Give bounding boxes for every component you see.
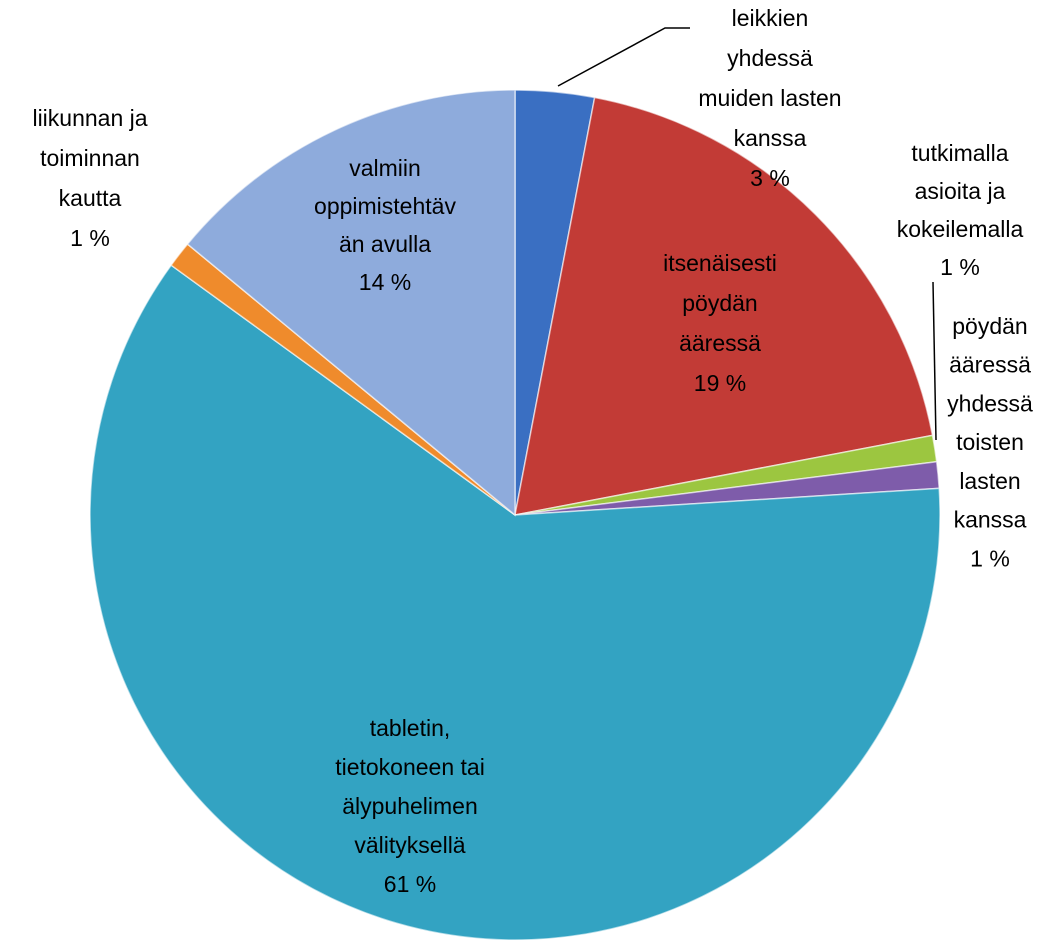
labels: leikkien yhdessä muiden lasten kanssa 3 % its… <box>32 5 1033 897</box>
value-label: 19 % <box>694 370 746 396</box>
pie-slice <box>186 89 516 517</box>
leader-line <box>932 281 937 441</box>
value-label: 61 % <box>384 871 436 897</box>
pie <box>89 89 941 940</box>
category-label: valmiin oppimistehtäv än avulla <box>314 155 456 257</box>
value-label: 3 % <box>750 165 790 191</box>
value-label: 1 % <box>70 225 110 251</box>
value-label: 1 % <box>940 254 980 280</box>
pie-slice <box>89 264 941 940</box>
category-label: liikunnan ja toiminnan kautta <box>32 105 147 211</box>
category-label: tabletin, tietokoneen tai älypuhelimen väli… <box>335 715 485 858</box>
category-label: pöydän ääressä yhdessä toisten lasten kanssa <box>947 313 1033 533</box>
value-label: 14 % <box>359 269 411 295</box>
leader-line <box>557 27 690 87</box>
category-label: tutkimalla asioita ja kokeilemalla <box>897 140 1024 242</box>
pie-slice <box>514 96 934 516</box>
category-label: leikkien yhdessä muiden lasten kanssa <box>698 5 841 151</box>
value-label: 1 % <box>970 545 1010 571</box>
category-label: itsenäisesti pöydän ääressä <box>663 250 777 356</box>
